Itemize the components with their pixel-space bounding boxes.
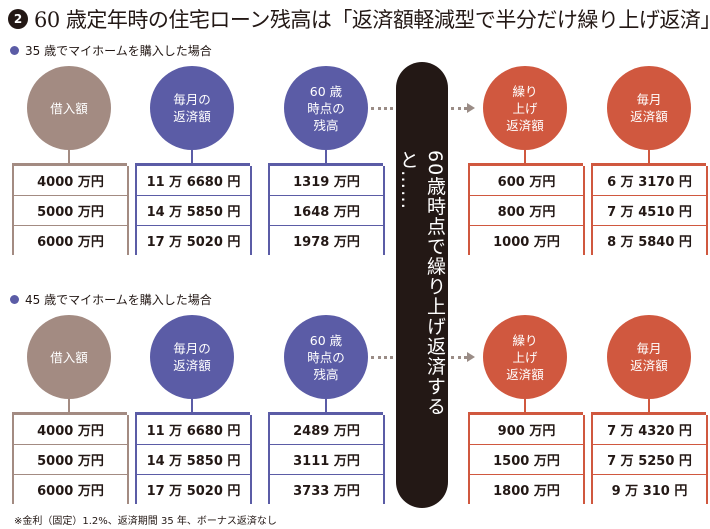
column-bar (12, 412, 127, 415)
connector-stem (191, 150, 193, 164)
balance-list: 2489 万円 3111 万円 3733 万円 (268, 415, 385, 504)
title-row: 2 60 歳定年時の住宅ローン残高は「返済額軽減型で半分だけ繰り上げ返済」 (8, 2, 710, 36)
arrow-right-icon (467, 352, 475, 362)
balance-cell: 1648 万円 (270, 196, 383, 226)
prepayment-cell: 900 万円 (470, 415, 583, 445)
page-title: 60 歳定年時の住宅ローン残高は「返済額軽減型で半分だけ繰り上げ返済」 (34, 8, 710, 32)
column-bar (591, 163, 706, 166)
header-monthly-payment: 毎月の 返済額 (150, 315, 234, 399)
header-balance-at-60: 60 歳 時点の 残高 (284, 66, 368, 150)
loan-amount-list: 4000 万円 5000 万円 6000 万円 (12, 415, 129, 504)
balance-cell: 2489 万円 (270, 415, 383, 445)
new-monthly-cell: 7 万 5250 円 (593, 445, 706, 475)
connector-stem (648, 150, 650, 164)
prepayment-cell: 1500 万円 (470, 445, 583, 475)
connector-stem (325, 399, 327, 413)
connector-stem (191, 399, 193, 413)
header-prepayment-amount: 繰り 上げ 返済額 (483, 315, 567, 399)
section-label-text: 45 歳でマイホームを購入した場合 (25, 293, 212, 307)
center-vertical-label: 60歳時点で繰り上げ返済すると…… (397, 150, 446, 417)
center-pill (396, 62, 448, 508)
header-loan-amount: 借入額 (27, 66, 111, 150)
section-label-35: 35 歳でマイホームを購入した場合 (10, 42, 212, 59)
loan-amount-cell: 5000 万円 (14, 445, 127, 475)
column-bar (135, 163, 250, 166)
column-bar (268, 412, 383, 415)
figure-number-badge: 2 (8, 9, 28, 29)
monthly-payment-cell: 17 万 5020 円 (146, 484, 241, 499)
prepayment-list: 900 万円 1500 万円 1800 万円 (468, 415, 585, 504)
monthly-payment-cell: 14 万 5850 円 (137, 445, 250, 475)
balance-cell: 1978 万円 (293, 235, 360, 250)
prepayment-cell: 800 万円 (470, 196, 583, 226)
balance-list: 1319 万円 1648 万円 1978 万円 (268, 166, 385, 255)
new-monthly-list: 7 万 4320 円 7 万 5250 円 9 万 310 円 (591, 415, 708, 504)
new-monthly-cell: 7 万 4320 円 (593, 415, 706, 445)
connector-stem (68, 150, 70, 164)
header-prepayment-amount: 繰り 上げ 返済額 (483, 66, 567, 150)
connector-stem (524, 150, 526, 164)
column-bar (468, 163, 583, 166)
connector-stem (325, 150, 327, 164)
new-monthly-list: 6 万 3170 円 7 万 4510 円 8 万 5840 円 (591, 166, 708, 255)
loan-amount-cell: 4000 万円 (14, 415, 127, 445)
monthly-payment-list: 11 万 6680 円 14 万 5850 円 17 万 5020 円 (135, 415, 252, 504)
balance-cell: 1319 万円 (270, 166, 383, 196)
prepayment-cell: 1000 万円 (493, 235, 560, 250)
prepayment-cell: 600 万円 (470, 166, 583, 196)
new-monthly-cell: 9 万 310 円 (611, 484, 688, 499)
header-balance-at-60: 60 歳 時点の 残高 (284, 315, 368, 399)
connector-stem (524, 399, 526, 413)
new-monthly-cell: 7 万 4510 円 (593, 196, 706, 226)
loan-amount-cell: 6000 万円 (37, 235, 104, 250)
loan-amount-list: 4000 万円 5000 万円 6000 万円 (12, 166, 129, 255)
prepayment-cell: 1800 万円 (493, 484, 560, 499)
header-monthly-payment: 毎月の 返済額 (150, 66, 234, 150)
loan-amount-cell: 5000 万円 (14, 196, 127, 226)
bullet-icon (10, 46, 19, 55)
arrow-right-icon (467, 103, 475, 113)
monthly-payment-cell: 17 万 5020 円 (146, 235, 241, 250)
dotted-connector (371, 107, 393, 110)
footnote: ※金利（固定）1.2%、返済期間 35 年、ボーナス返済なし (14, 516, 277, 527)
column-bar (268, 163, 383, 166)
header-new-monthly-payment: 毎月 返済額 (607, 315, 691, 399)
monthly-payment-cell: 11 万 6680 円 (137, 415, 250, 445)
balance-cell: 3111 万円 (270, 445, 383, 475)
column-bar (591, 412, 706, 415)
column-bar (468, 412, 583, 415)
balance-cell: 3733 万円 (293, 484, 360, 499)
dotted-connector (451, 356, 467, 359)
column-bar (12, 163, 127, 166)
section-label-45: 45 歳でマイホームを購入した場合 (10, 291, 212, 308)
connector-stem (68, 399, 70, 413)
connector-stem (648, 399, 650, 413)
monthly-payment-cell: 14 万 5850 円 (137, 196, 250, 226)
monthly-payment-cell: 11 万 6680 円 (137, 166, 250, 196)
header-loan-amount: 借入額 (27, 315, 111, 399)
section-label-text: 35 歳でマイホームを購入した場合 (25, 44, 212, 58)
column-bar (135, 412, 250, 415)
new-monthly-cell: 8 万 5840 円 (607, 235, 692, 250)
loan-amount-cell: 6000 万円 (37, 484, 104, 499)
new-monthly-cell: 6 万 3170 円 (593, 166, 706, 196)
prepayment-list: 600 万円 800 万円 1000 万円 (468, 166, 585, 255)
dotted-connector (371, 356, 393, 359)
loan-amount-cell: 4000 万円 (14, 166, 127, 196)
dotted-connector (451, 107, 467, 110)
monthly-payment-list: 11 万 6680 円 14 万 5850 円 17 万 5020 円 (135, 166, 252, 255)
header-new-monthly-payment: 毎月 返済額 (607, 66, 691, 150)
bullet-icon (10, 295, 19, 304)
